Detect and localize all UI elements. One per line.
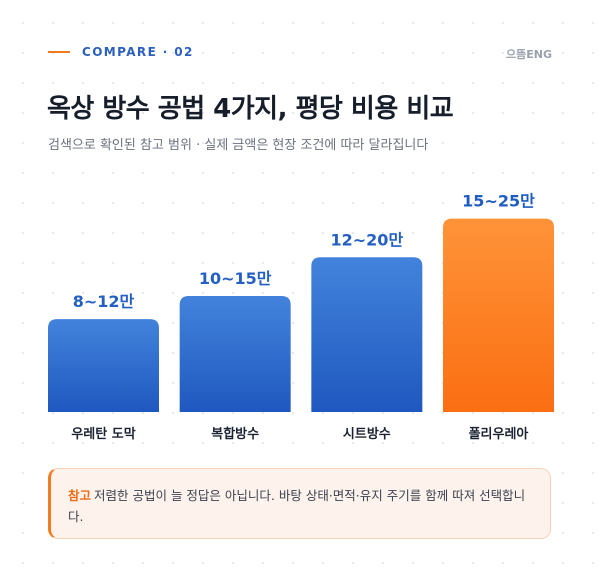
bar-sheet [311,257,423,412]
category-label-urethane: 우레탄 도막 [71,426,135,442]
value-label-polyurea: 15~25만 [462,192,535,211]
value-label-urethane: 8~12만 [73,292,135,311]
bar-composite [179,295,291,412]
note-text: 저렴한 공법이 늘 정답은 아닙니다. 바탕 상태·면적·유지 주기를 함께 따… [68,488,526,524]
category-label-composite: 복합방수 [211,426,259,442]
bar-urethane [48,319,159,412]
brand-label: 으뜸ENG [506,48,552,61]
category-label-sheet: 시트방수 [343,426,391,442]
eyebrow: COMPARE · 02 [48,45,194,59]
page-subtitle: 검색으로 확인된 참고 범위 · 실제 금액은 현장 조건에 따라 달라집니다 [48,138,429,153]
accent-rule [48,51,70,53]
eyebrow-label: COMPARE · 02 [82,45,194,59]
page-title: 옥상 방수 공법 4가지, 평당 비용 비교 [47,94,454,124]
category-label-polyurea: 폴리우레아 [469,426,529,442]
value-label-sheet: 12~20만 [331,230,404,249]
bar-polyurea [443,218,555,412]
note-box: 참고 저렴한 공법이 늘 정답은 아닙니다. 바탕 상태·면적·유지 주기를 함께… [48,468,551,539]
value-label-composite: 10~15만 [199,269,272,288]
note-tag: 참고 [68,488,92,503]
